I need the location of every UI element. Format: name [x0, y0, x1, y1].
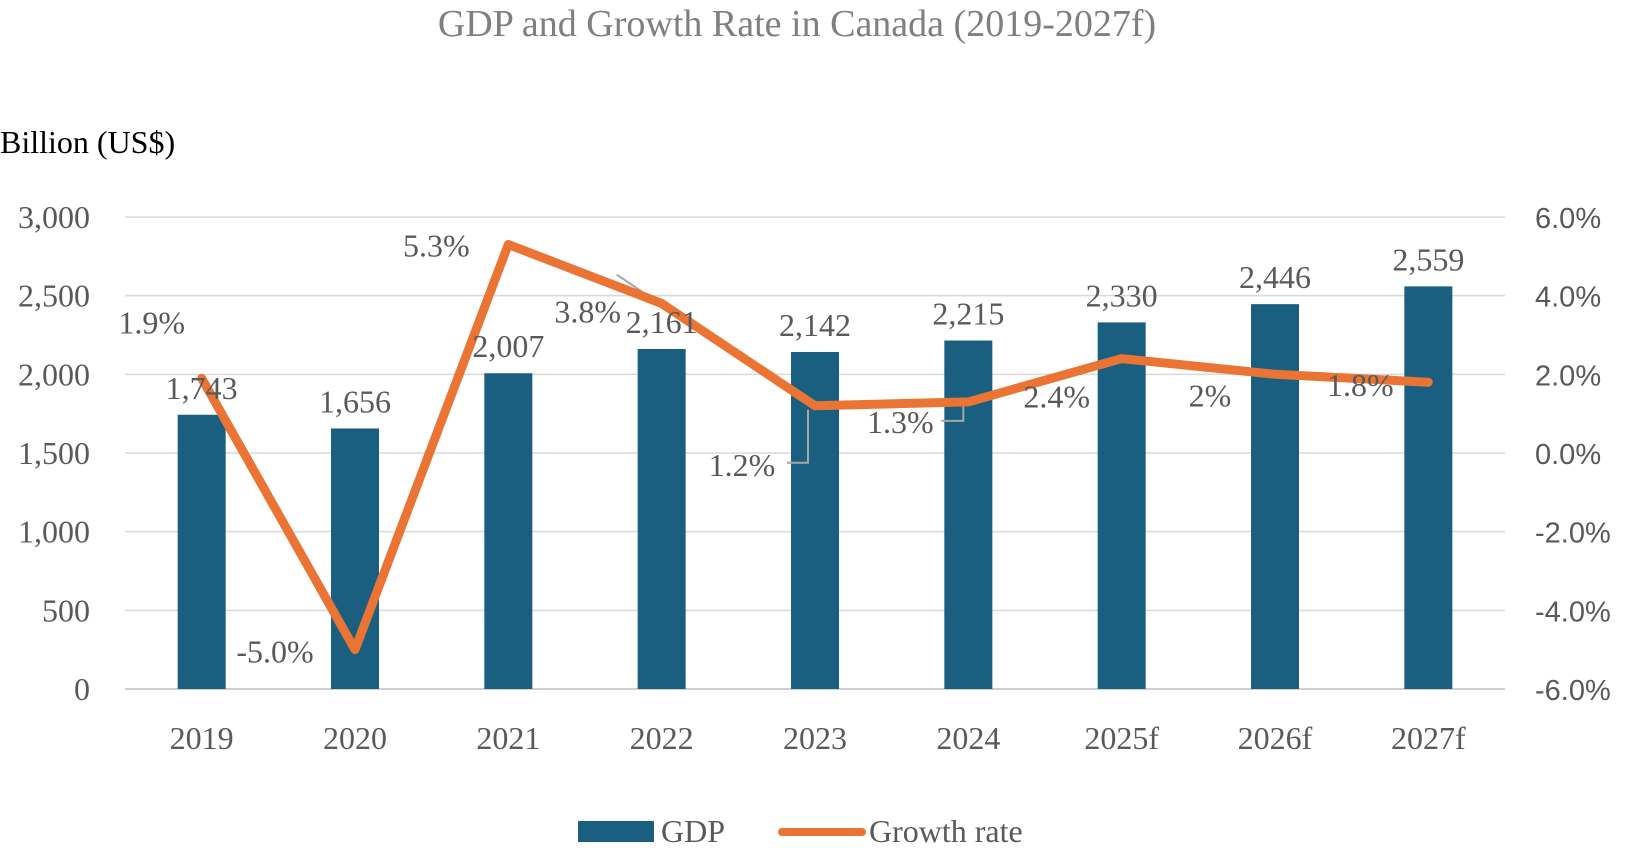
gdp-bar [1097, 322, 1146, 689]
y-axis-label: Billion (US$) [0, 124, 175, 160]
gdp-bar [484, 373, 533, 689]
leader-line [787, 409, 809, 464]
right-tick-label: 6.0% [1535, 203, 1601, 235]
gdp-data-label: 1,656 [319, 383, 391, 419]
right-tick-label: -4.0% [1535, 596, 1611, 628]
legend-label-growth-rate: Growth rate [869, 813, 1023, 849]
left-tick-label: 1,000 [18, 514, 90, 550]
growth-rate-line [197, 240, 1433, 655]
growth-rate-series [197, 240, 1433, 655]
growth-data-labels: 1.9% -5.0% 5.3% 3.8% 1.2% 1.3% 2.4% 2% 1.8% [118, 228, 1393, 670]
gdp-bar [177, 414, 226, 689]
gdp-bar [1251, 304, 1299, 689]
gdp-data-label: 2,559 [1392, 241, 1464, 277]
growth-data-label: 2.4% [1023, 379, 1090, 415]
left-tick-label: 2,500 [18, 278, 90, 314]
x-tick-label: 2020 [323, 720, 387, 756]
legend-swatch-gdp [578, 821, 654, 842]
growth-data-label: 1.8% [1327, 367, 1394, 403]
gdp-data-labels: 1,743 1,656 2,007 2,161 2,142 2,215 2,330 2,446… [166, 241, 1465, 419]
x-tick-label: 2019 [170, 720, 234, 756]
legend-label-gdp: GDP [661, 813, 725, 849]
left-tick-label: 500 [42, 592, 90, 628]
gdp-data-label: 2,215 [932, 296, 1004, 332]
growth-data-label: 1.2% [709, 447, 776, 483]
x-tick-label: 2026f [1238, 720, 1313, 756]
left-tick-label: 0 [74, 671, 90, 707]
x-tick-label: 2023 [783, 720, 847, 756]
growth-data-label: 2% [1189, 377, 1232, 413]
left-tick-label: 3,000 [18, 199, 90, 235]
growth-data-label: 3.8% [554, 294, 621, 330]
gdp-data-label: 1,743 [166, 370, 238, 406]
right-tick-label: -6.0% [1535, 675, 1611, 707]
x-tick-label: 2022 [630, 720, 694, 756]
right-tick-label: 0.0% [1535, 439, 1601, 471]
growth-data-label: 5.3% [403, 228, 470, 264]
right-tick-label: -2.0% [1535, 518, 1611, 550]
growth-data-label: 1.3% [867, 404, 934, 440]
x-axis-ticks: 2019 2020 2021 2022 2023 2024 2025f 2026f 2027f [170, 720, 1466, 756]
gdp-data-label: 2,330 [1086, 277, 1158, 313]
x-tick-label: 2027f [1391, 720, 1466, 756]
gdp-data-label: 2,007 [472, 328, 544, 364]
gdp-data-label: 2,446 [1239, 259, 1311, 295]
chart-title: GDP and Growth Rate in Canada (2019-2027… [438, 3, 1156, 45]
gdp-bars [177, 286, 1453, 689]
right-tick-label: 2.0% [1535, 360, 1601, 392]
gdp-bar [637, 349, 686, 689]
growth-data-label: -5.0% [236, 634, 313, 670]
right-axis-ticks: -6.0% -4.0% -2.0% 0.0% 2.0% 4.0% 6.0% [1535, 203, 1611, 707]
right-tick-label: 4.0% [1535, 282, 1601, 314]
leader-line [941, 405, 965, 422]
legend: GDP Growth rate [578, 813, 1023, 849]
x-tick-label: 2021 [476, 720, 540, 756]
gdp-data-label: 2,142 [779, 307, 851, 343]
gdp-bar [1404, 286, 1453, 689]
gdp-data-label: 2,161 [626, 304, 698, 340]
x-tick-label: 2025f [1084, 720, 1159, 756]
growth-data-label: 1.9% [118, 304, 185, 340]
left-tick-label: 2,000 [18, 356, 90, 392]
x-tick-label: 2024 [936, 720, 1000, 756]
left-tick-label: 1,500 [18, 435, 90, 471]
left-axis-ticks: 0 500 1,000 1,500 2,000 2,500 3,000 [18, 199, 90, 707]
